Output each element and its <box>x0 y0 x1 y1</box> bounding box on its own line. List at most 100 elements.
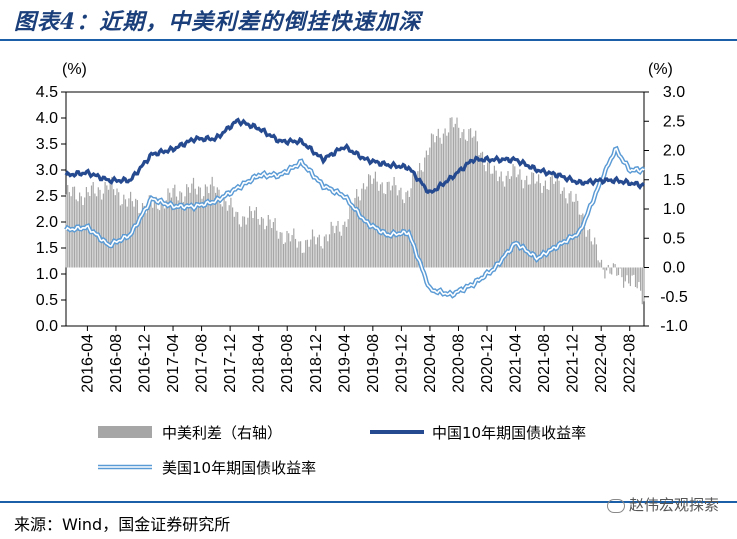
spread-bar <box>179 191 181 268</box>
spread-bar <box>495 170 497 268</box>
spread-bar <box>510 176 512 268</box>
spread-bar <box>286 230 288 268</box>
footer-divider <box>0 501 737 503</box>
spread-bar <box>461 132 463 268</box>
spread-bar <box>507 171 509 268</box>
right-tick-label: 1.5 <box>663 172 685 189</box>
spread-bar <box>322 248 324 268</box>
spread-bar <box>308 246 310 268</box>
spread-bar <box>191 183 193 268</box>
spread-bar <box>194 188 196 268</box>
spread-bar <box>529 184 531 268</box>
title-divider <box>0 39 737 41</box>
spread-bar <box>199 187 201 268</box>
spread-bar <box>311 229 314 268</box>
spread-bar <box>116 188 118 268</box>
x-tick-label: 2021-12 <box>565 334 582 393</box>
spread-bar <box>446 135 448 268</box>
x-tick-label: 2021-04 <box>508 334 525 393</box>
spread-bar <box>568 193 570 268</box>
spread-bar <box>356 189 358 268</box>
spread-bar <box>235 211 237 268</box>
spread-bar <box>522 188 524 268</box>
spread-bar <box>77 201 79 268</box>
x-tick-label: 2017-12 <box>222 334 239 393</box>
spread-bar <box>432 134 434 268</box>
spread-bar <box>240 226 242 268</box>
spread-bar <box>124 199 127 268</box>
spread-bar <box>114 195 116 268</box>
x-tick-label: 2017-04 <box>165 334 182 393</box>
right-tick-label: 1.0 <box>663 201 685 218</box>
spread-bar <box>228 205 230 268</box>
spread-bar <box>153 198 155 268</box>
spread-bar <box>497 181 499 268</box>
spread-bar <box>514 166 516 268</box>
right-tick-label: 2.5 <box>663 113 685 130</box>
spread-bar <box>398 190 400 268</box>
left-tick-label: 3.0 <box>36 162 58 179</box>
left-tick-label: 1.5 <box>36 240 58 257</box>
spread-bar <box>500 171 502 268</box>
spread-bar <box>427 154 429 268</box>
spread-bar <box>451 117 453 268</box>
spread-bar <box>254 210 256 268</box>
right-tick-label: 3.0 <box>663 84 685 101</box>
spread-bar <box>561 190 563 268</box>
spread-bar <box>521 179 523 268</box>
spread-bar <box>611 267 613 275</box>
spread-bar <box>175 196 178 268</box>
spread-bar <box>192 177 195 268</box>
left-tick-label: 2.5 <box>36 188 58 205</box>
spread-bar <box>266 225 268 268</box>
spread-bar <box>170 197 172 268</box>
spread-bar <box>362 183 365 268</box>
spread-bar <box>334 233 336 268</box>
spread-bar <box>284 242 286 268</box>
spread-bar <box>509 178 511 268</box>
spread-bar <box>274 218 276 268</box>
spread-bar <box>147 204 149 268</box>
spread-bar <box>198 186 200 268</box>
spread-bar <box>515 177 518 268</box>
spread-bar <box>456 117 458 268</box>
spread-bar <box>150 202 152 268</box>
spread-bar <box>614 264 616 268</box>
spread-bar <box>594 237 596 268</box>
spread-bar <box>133 206 135 268</box>
spread-bar <box>531 172 533 268</box>
spread-bar <box>283 243 285 268</box>
spread-bar <box>320 246 322 268</box>
spread-bar <box>633 267 635 275</box>
spread-bar <box>335 225 337 268</box>
spread-bar <box>413 174 416 268</box>
spread-bar <box>141 203 144 268</box>
spread-bar <box>483 165 485 268</box>
spread-bar <box>90 185 93 268</box>
spread-bar <box>271 228 273 268</box>
spread-bar <box>269 219 271 268</box>
spread-bar <box>366 186 368 268</box>
x-tick-label: 2018-04 <box>251 334 268 393</box>
right-tick-label: 0.5 <box>663 230 685 247</box>
x-tick-label: 2018-08 <box>279 334 296 393</box>
x-tick-label: 2018-12 <box>308 334 325 393</box>
spread-bar <box>281 232 283 268</box>
spread-bar <box>252 218 254 268</box>
spread-bar <box>621 267 623 278</box>
spread-bar <box>459 138 461 268</box>
spread-bar <box>330 221 332 268</box>
spread-bar <box>123 194 125 268</box>
x-tick-label: 2016-08 <box>108 334 125 393</box>
spread-bar <box>347 219 349 268</box>
spread-bar <box>344 221 346 268</box>
x-tick-label: 2016-12 <box>136 334 153 393</box>
spread-bar <box>313 236 315 268</box>
spread-bar <box>291 235 293 268</box>
spread-bar <box>288 233 290 268</box>
spread-bar <box>487 162 489 268</box>
spread-bar <box>420 170 422 268</box>
spread-bar <box>422 171 424 268</box>
x-tick-label: 2017-08 <box>194 334 211 393</box>
spread-bar <box>634 267 637 287</box>
